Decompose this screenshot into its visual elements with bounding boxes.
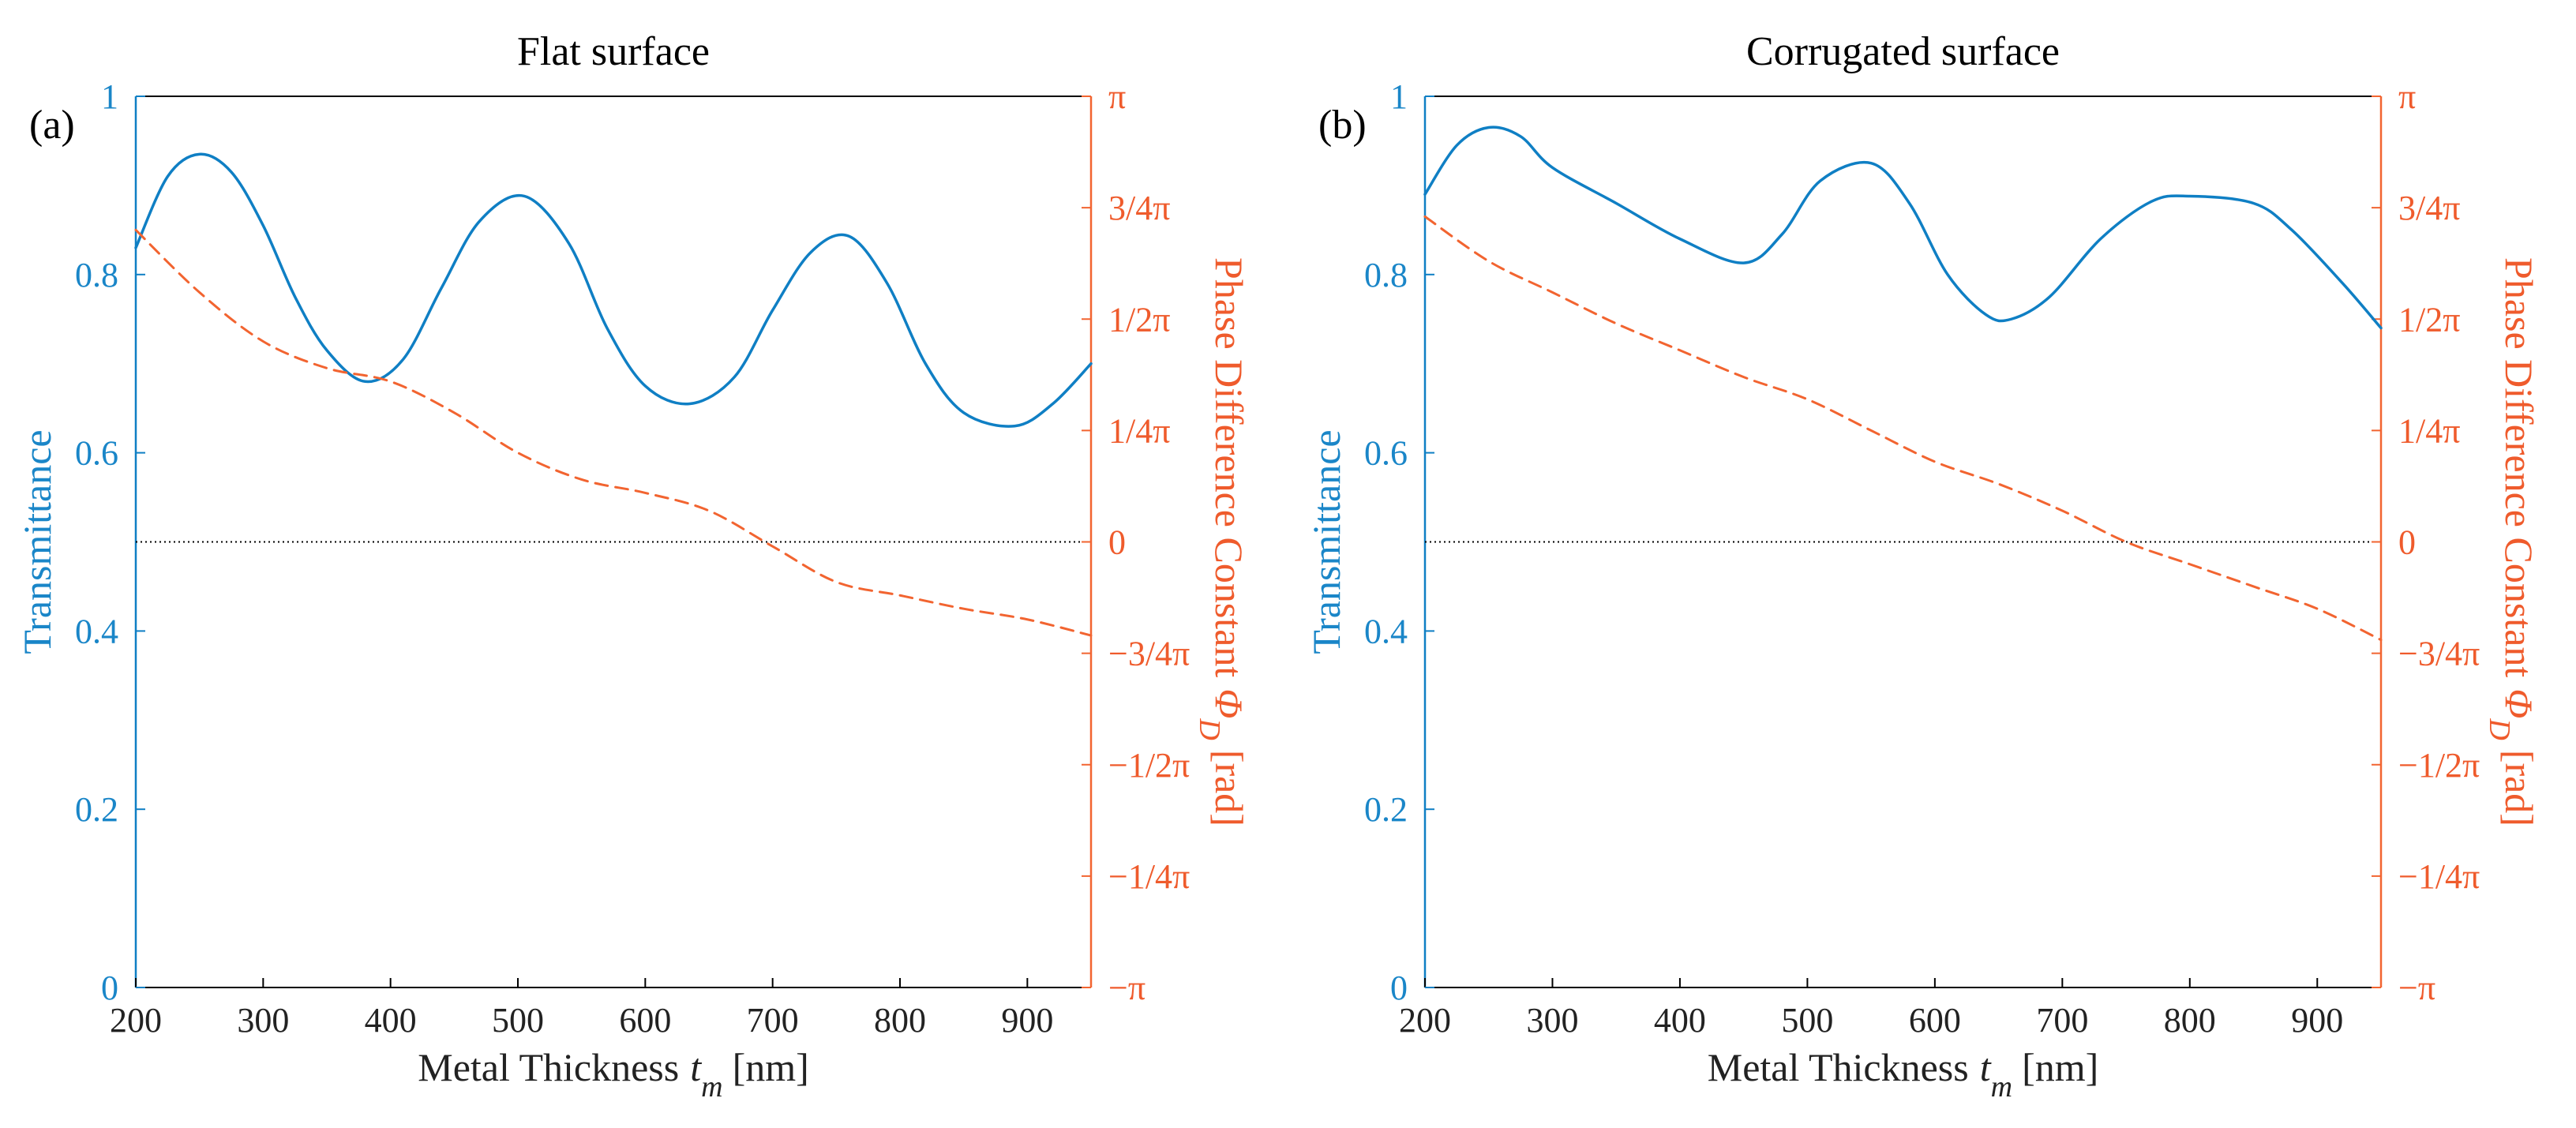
right-y-tick-label: 1/2π [1108, 300, 1170, 339]
right-y-tick-label: 1/4π [1108, 411, 1170, 450]
x-tick-label: 500 [1781, 1001, 1833, 1040]
x-tick-label: 700 [2036, 1001, 2088, 1040]
right-y-tick-label: −1/2π [1108, 746, 1190, 785]
left-y-tick-label: 0.6 [1364, 434, 1408, 473]
right-y-tick-label: π [1108, 77, 1126, 116]
left-y-tick-label: 0.4 [75, 612, 118, 650]
panel-label: (b) [1318, 103, 1367, 148]
left-y-tick-label: 0 [1390, 969, 1408, 1007]
right-y-axis-label-subscript: D [2483, 718, 2516, 740]
right-y-tick-label: 0 [2398, 523, 2416, 562]
chart-title: Corrugated surface [1746, 29, 2060, 74]
right-y-axis-label-text: Phase Difference Constant [1207, 257, 1251, 677]
right-y-axis-label-variable: Φ [2497, 688, 2541, 718]
left-y-tick-label: 0.2 [1364, 790, 1408, 829]
x-tick-label: 600 [619, 1001, 671, 1040]
right-y-tick-label: −3/4π [1108, 635, 1190, 673]
x-axis-label-variable: t [690, 1045, 702, 1089]
right-y-tick-label: 0 [1108, 523, 1126, 562]
right-y-axis-label-unit: [rad] [1207, 750, 1251, 826]
chart-title: Flat surface [517, 29, 710, 74]
right-y-tick-label: 1/4π [2398, 411, 2460, 450]
right-y-axis-label-unit: [rad] [2497, 750, 2541, 826]
right-y-tick-label: π [2398, 77, 2416, 116]
right-y-axis-label-variable: Φ [1207, 688, 1251, 718]
phase-difference-series-line [134, 228, 1093, 637]
right-y-tick-label: −3/4π [2398, 635, 2480, 673]
left-y-axis-label: Transmittance [1304, 429, 1348, 654]
right-y-tick-label: −1/2π [2398, 746, 2480, 785]
x-axis-label: Metal Thickness tm [nm] [418, 1045, 809, 1104]
x-axis-label-text: Metal Thickness [418, 1045, 679, 1089]
x-axis-label-variable: t [1980, 1045, 1992, 1089]
right-y-tick-label: −π [1108, 969, 1146, 1007]
x-tick-label: 300 [1526, 1001, 1578, 1040]
x-axis-label-subscript: m [1991, 1070, 2012, 1104]
left-y-axis-label: Transmittance [15, 429, 59, 654]
right-y-tick-label: 3/4π [1108, 189, 1170, 227]
right-y-axis-label: Phase Difference Constant ΦD [rad] [1193, 257, 1251, 826]
right-y-tick-label: −1/4π [2398, 857, 2480, 896]
panel-corrugated-surface: 200 300 400 500 600 700 800 900 0 0.2 0.4 0.6 0.8 1 −π… [1304, 29, 2541, 1104]
right-y-tick-label: 1/2π [2398, 300, 2460, 339]
left-y-tick-label: 0.4 [1364, 612, 1408, 650]
x-tick-label: 400 [365, 1001, 417, 1040]
x-axis-label-unit: [nm] [2022, 1045, 2098, 1089]
left-y-tick-label: 1 [1390, 77, 1408, 116]
left-y-tick-label: 0 [101, 969, 118, 1007]
left-y-tick-label: 0.8 [75, 256, 118, 294]
panel-label: (a) [29, 103, 75, 148]
right-y-tick-label: −π [2398, 969, 2435, 1007]
x-tick-label: 200 [110, 1001, 162, 1040]
x-tick-label: 700 [747, 1001, 799, 1040]
right-y-axis-label: Phase Difference Constant ΦD [rad] [2483, 257, 2541, 826]
x-axis-label: Metal Thickness tm [nm] [1708, 1045, 2099, 1104]
left-y-tick-label: 0.8 [1364, 256, 1408, 294]
left-y-tick-label: 0.2 [75, 790, 118, 829]
x-axis-label-text: Metal Thickness [1708, 1045, 1969, 1089]
right-y-axis-label-subscript: D [1193, 718, 1226, 740]
panel-flat-surface: 200 300 400 500 600 700 800 900 0 0.2 0.4 0.6 0.8 1 −π… [15, 29, 1251, 1104]
x-tick-label: 200 [1399, 1001, 1451, 1040]
right-y-tick-label: −1/4π [1108, 857, 1190, 896]
x-tick-label: 900 [1001, 1001, 1053, 1040]
left-y-tick-label: 0.6 [75, 434, 118, 473]
x-axis-label-subscript: m [701, 1070, 722, 1104]
x-tick-label: 800 [2164, 1001, 2216, 1040]
x-tick-label: 500 [492, 1001, 544, 1040]
transmittance-series-line [1423, 126, 2383, 330]
left-y-tick-label: 1 [101, 77, 118, 116]
x-tick-label: 300 [237, 1001, 289, 1040]
x-axis-label-unit: [nm] [733, 1045, 809, 1089]
x-tick-label: 600 [1909, 1001, 1961, 1040]
transmittance-series-line [134, 152, 1093, 428]
x-tick-label: 800 [874, 1001, 926, 1040]
right-y-tick-label: 3/4π [2398, 189, 2460, 227]
x-tick-label: 900 [2291, 1001, 2343, 1040]
phase-difference-series-line [1423, 215, 2383, 642]
x-tick-label: 400 [1654, 1001, 1706, 1040]
right-y-axis-label-text: Phase Difference Constant [2497, 257, 2541, 677]
